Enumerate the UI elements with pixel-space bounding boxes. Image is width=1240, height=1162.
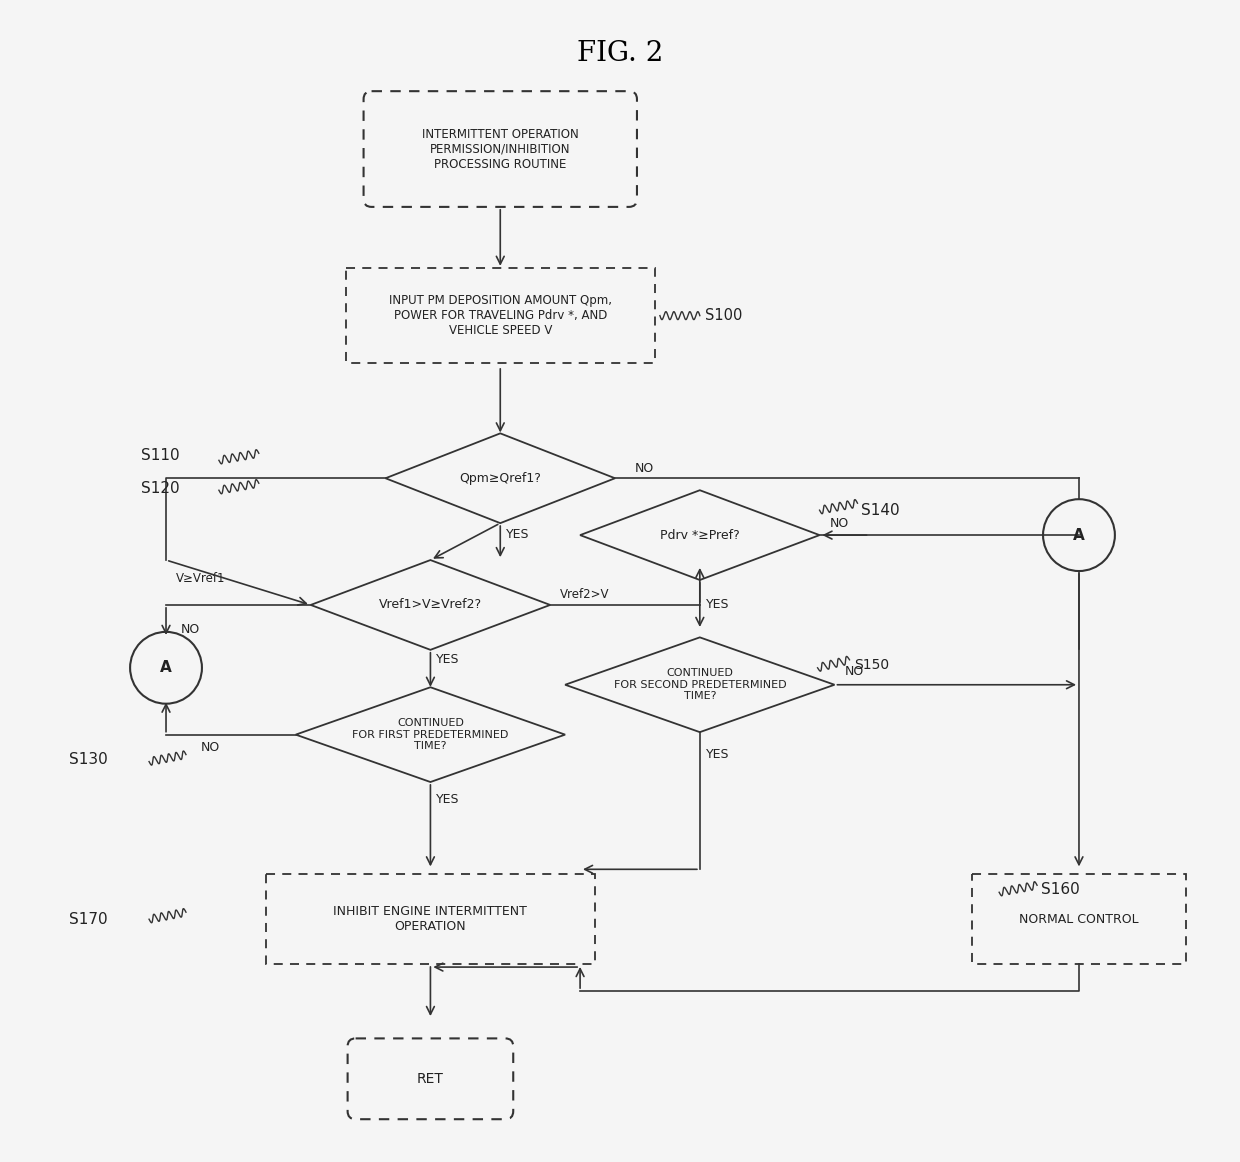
Circle shape [130,632,202,704]
Text: YES: YES [506,528,529,540]
Circle shape [1043,500,1115,571]
Text: NO: NO [635,461,655,475]
Text: V≥Vref1: V≥Vref1 [176,572,226,584]
Text: NORMAL CONTROL: NORMAL CONTROL [1019,912,1138,926]
Text: YES: YES [436,792,460,806]
Polygon shape [311,560,551,650]
Text: YES: YES [706,748,729,761]
Bar [265,874,595,964]
Text: S170: S170 [69,912,108,926]
Text: RET: RET [417,1071,444,1085]
Text: Pdrv *≥Pref?: Pdrv *≥Pref? [660,529,740,541]
Text: S150: S150 [854,658,889,672]
Text: S160: S160 [1042,882,1080,897]
Text: CONTINUED
FOR SECOND PREDETERMINED
TIME?: CONTINUED FOR SECOND PREDETERMINED TIME? [614,668,786,702]
Text: YES: YES [436,653,460,666]
Text: S100: S100 [704,308,743,323]
Text: CONTINUED
FOR FIRST PREDETERMINED
TIME?: CONTINUED FOR FIRST PREDETERMINED TIME? [352,718,508,751]
Text: FIG. 2: FIG. 2 [577,40,663,66]
Text: A: A [1073,528,1085,543]
FancyBboxPatch shape [347,1039,513,1119]
Text: YES: YES [706,598,729,611]
Text: INHIBIT ENGINE INTERMITTENT
OPERATION: INHIBIT ENGINE INTERMITTENT OPERATION [334,905,527,933]
Text: S110: S110 [141,447,180,462]
Text: INPUT PM DEPOSITION AMOUNT Qpm,
POWER FOR TRAVELING Pdrv *, AND
VEHICLE SPEED V: INPUT PM DEPOSITION AMOUNT Qpm, POWER FO… [389,294,611,337]
Polygon shape [386,433,615,523]
Text: NO: NO [830,517,848,530]
Text: Qpm≥Qref1?: Qpm≥Qref1? [459,472,541,485]
Text: S130: S130 [69,752,108,767]
Bar [972,874,1187,964]
Bar [346,268,655,363]
Text: S120: S120 [141,481,180,496]
Text: NO: NO [181,623,200,637]
FancyBboxPatch shape [363,91,637,207]
Text: Vref2>V: Vref2>V [560,588,610,602]
Text: S140: S140 [862,503,900,517]
Polygon shape [295,687,565,782]
Text: A: A [160,660,172,675]
Text: Vref1>V≥Vref2?: Vref1>V≥Vref2? [379,598,482,611]
Text: NO: NO [201,741,221,754]
Text: NO: NO [844,666,864,679]
Polygon shape [565,638,835,732]
Polygon shape [580,490,820,580]
Text: INTERMITTENT OPERATION
PERMISSION/INHIBITION
PROCESSING ROUTINE: INTERMITTENT OPERATION PERMISSION/INHIBI… [422,128,579,171]
